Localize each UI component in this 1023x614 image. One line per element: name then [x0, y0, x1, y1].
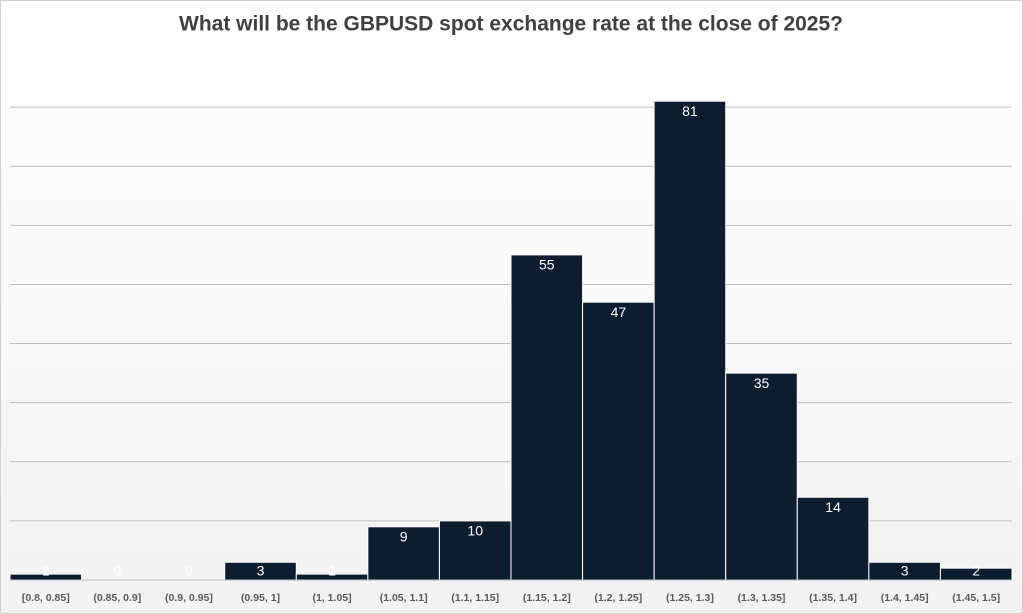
x-tick-label: [0.8, 0.85]: [22, 592, 70, 604]
value-label: 3: [257, 563, 265, 579]
value-label: 2: [972, 563, 980, 579]
bar: [653, 100, 727, 581]
x-tick-label: (1.15, 1.2]: [523, 592, 571, 604]
chart-title: What will be the GBPUSD spot exchange ra…: [179, 13, 843, 36]
bar: [796, 496, 870, 581]
x-tick-label: (1.3, 1.35]: [738, 592, 786, 604]
x-tick-label: (0.9, 0.95]: [165, 592, 213, 604]
x-tick-label: (1.35, 1.4]: [809, 592, 857, 604]
bar: [725, 372, 798, 581]
value-label: 81: [682, 103, 698, 119]
x-tick-label: (0.85, 0.9]: [93, 592, 141, 604]
x-tick-label: (1.45, 1.5]: [952, 592, 1000, 604]
x-tick-label: (1.4, 1.45]: [881, 592, 929, 604]
x-tick-label: (0.95, 1]: [241, 592, 280, 604]
value-label: 14: [825, 499, 841, 515]
value-label: 1: [42, 563, 50, 579]
x-tick-label: (1, 1.05]: [313, 592, 352, 604]
x-tick-label: (1.1, 1.15]: [451, 592, 499, 604]
value-label: 35: [754, 375, 770, 391]
x-tick-label: (1.2, 1.25]: [594, 592, 642, 604]
bar: [510, 254, 584, 581]
value-label: 0: [113, 563, 121, 579]
value-label: 1: [328, 563, 336, 579]
value-label: 47: [611, 304, 627, 320]
value-label: 10: [467, 523, 483, 539]
value-label: 3: [901, 563, 909, 579]
x-tick-label: (1.05, 1.1]: [380, 592, 428, 604]
bar: [582, 301, 655, 581]
x-tick-label: (1.25, 1.3]: [666, 592, 714, 604]
value-label: 0: [185, 563, 193, 579]
value-label: 55: [539, 257, 555, 273]
bar: [438, 520, 512, 581]
value-label: 9: [400, 529, 408, 545]
